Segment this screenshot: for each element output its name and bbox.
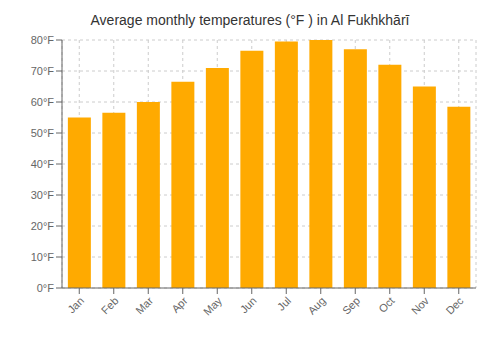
svg-text:Feb: Feb	[99, 294, 121, 316]
svg-text:May: May	[201, 294, 225, 318]
svg-text:Jul: Jul	[275, 294, 293, 312]
svg-text:Apr: Apr	[169, 294, 190, 315]
svg-text:Nov: Nov	[409, 294, 432, 317]
svg-text:0°F: 0°F	[37, 282, 55, 294]
svg-text:Oct: Oct	[376, 294, 397, 315]
svg-text:Aug: Aug	[305, 294, 327, 316]
svg-text:40°F: 40°F	[31, 158, 55, 170]
svg-text:Jan: Jan	[65, 294, 86, 315]
svg-text:50°F: 50°F	[31, 127, 55, 139]
svg-text:Dec: Dec	[443, 294, 466, 317]
svg-text:30°F: 30°F	[31, 189, 55, 201]
svg-text:10°F: 10°F	[31, 251, 55, 263]
svg-text:Mar: Mar	[133, 294, 155, 316]
svg-text:80°F: 80°F	[31, 34, 55, 46]
html-text:Average monthly temperatures (: Average monthly temperatures (°F ) in Al…	[90, 12, 410, 28]
svg-text:Sep: Sep	[340, 294, 362, 316]
svg-text:20°F: 20°F	[31, 220, 55, 232]
svg-text:Jun: Jun	[238, 294, 259, 315]
svg-text:60°F: 60°F	[31, 96, 55, 108]
svg-text:70°F: 70°F	[31, 65, 55, 77]
